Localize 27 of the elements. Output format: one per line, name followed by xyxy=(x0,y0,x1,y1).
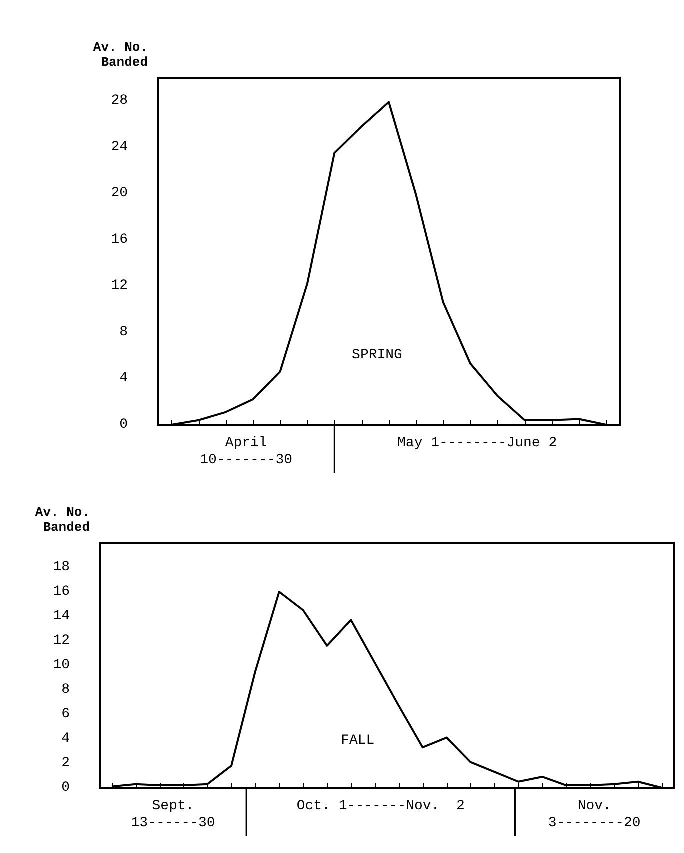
y-tick-label: 14 xyxy=(53,608,70,624)
y-tick-label: 6 xyxy=(62,706,70,722)
y-tick-label: 4 xyxy=(62,731,70,747)
y-axis-title: Av. No. Banded xyxy=(93,40,148,70)
text: Nov. 3--------20 xyxy=(548,798,641,832)
y-tick-label: 20 xyxy=(111,186,128,202)
y-tick-label: 8 xyxy=(120,324,128,340)
annotation: FALL xyxy=(341,733,375,750)
text: Oct. 1-------Nov. 2 xyxy=(296,798,465,814)
y-tick-label: 0 xyxy=(62,780,70,796)
text: May 1--------June 2 xyxy=(398,436,558,452)
y-tick-label: 12 xyxy=(111,278,128,294)
y-tick-label: 2 xyxy=(62,756,70,772)
y-tick-label: 4 xyxy=(120,370,128,387)
y-tick-label: 28 xyxy=(111,93,128,110)
y-tick-label: 8 xyxy=(62,682,70,698)
text: Sept. 13------30 xyxy=(131,798,216,832)
y-tick-label: 24 xyxy=(111,139,128,156)
y-tick-label: 0 xyxy=(120,417,128,433)
y-axis-title: Av. No. Banded xyxy=(35,505,90,535)
text: April 10-------30 xyxy=(200,436,293,468)
y-tick-label: 10 xyxy=(53,658,70,674)
y-tick-label: 12 xyxy=(53,633,70,649)
y-tick-label: 16 xyxy=(53,584,70,600)
y-tick-label: 16 xyxy=(111,232,128,248)
annotation: SPRING xyxy=(352,348,402,364)
y-tick-label: 18 xyxy=(53,560,70,576)
